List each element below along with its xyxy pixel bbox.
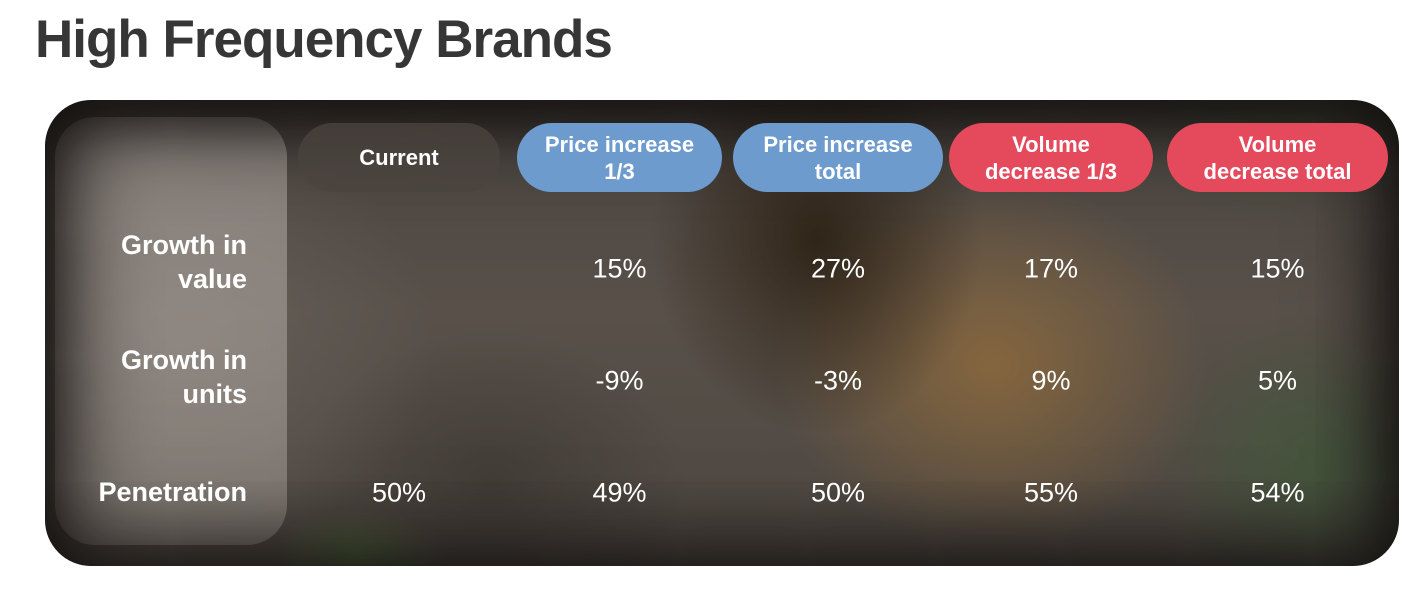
cell-growth-value-price-increase-1-3: 15% [592,253,647,284]
scenario-table-panel: Current Price increase 1/3 Price increas… [45,100,1399,566]
cell-growth-value-price-increase-total: 27% [810,253,866,284]
column-header-price-increase-1-3[interactable]: Price increase 1/3 [517,123,722,192]
cell-penetration-volume-decrease-1-3: 55% [1023,477,1079,508]
column-header-price-increase-total[interactable]: Price increase total [733,123,943,192]
row-label-penetration: Penetration [98,477,247,507]
cell-growth-units-volume-decrease-total: 5% [1257,365,1298,396]
column-header-volume-decrease-total[interactable]: Volume decrease total [1167,123,1388,192]
cell-penetration-current: 50% [371,477,427,508]
cell-growth-value-volume-decrease-1-3: 17% [1023,253,1079,284]
cell-penetration-price-increase-1-3: 49% [592,477,647,508]
cell-penetration-price-increase-total: 50% [810,477,866,508]
row-label-growth-in-units: Growth in units [121,345,247,409]
column-header-volume-decrease-1-3[interactable]: Volume decrease 1/3 [949,123,1153,192]
cell-growth-units-volume-decrease-1-3: 9% [1031,365,1071,396]
cell-growth-value-volume-decrease-total: 15% [1250,253,1305,284]
cell-growth-units-price-increase-total: -3% [813,365,862,396]
cell-growth-units-price-increase-1-3: -9% [595,365,644,396]
page-title: High Frequency Brands [35,10,613,69]
cell-penetration-volume-decrease-total: 54% [1250,477,1305,508]
row-label-growth-in-value: Growth in value [121,230,247,294]
row-label-column-background [55,117,287,545]
column-header-current[interactable]: Current [298,123,500,192]
